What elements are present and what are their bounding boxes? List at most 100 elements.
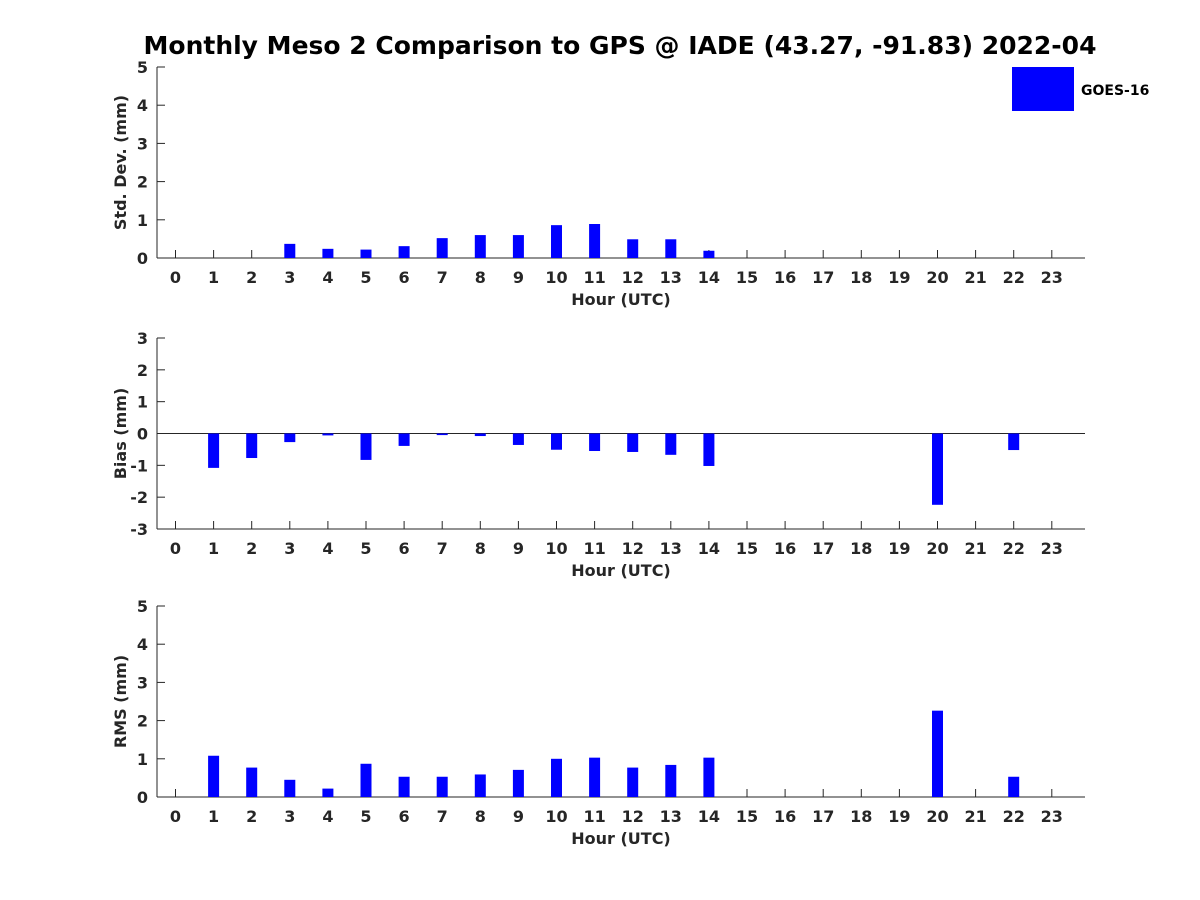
y-tick-label: 0 [137,249,148,268]
legend: GOES-16 [1012,67,1149,111]
bar-hour-12 [627,239,639,258]
y-tick-label: 1 [137,393,148,412]
x-tick-label: 17 [812,268,834,287]
y-tick-label: 5 [137,58,148,77]
x-tick-label: 3 [284,539,295,558]
bar-hour-14 [703,250,715,258]
x-tick-label: 16 [774,807,796,826]
x-tick-label: 11 [583,539,605,558]
x-tick-label: 0 [170,539,181,558]
y-tick-label: 4 [137,96,148,115]
x-tick-label: 1 [208,268,219,287]
bar-hour-9 [512,235,524,258]
x-tick-label: 16 [774,539,796,558]
bar-hour-22 [1008,433,1020,451]
x-tick-label: 6 [399,807,410,826]
x-tick-label: 14 [698,807,720,826]
x-tick-label: 2 [246,539,257,558]
bar-hour-11 [589,433,601,452]
bar-hour-13 [665,239,677,258]
bar-hour-9 [512,769,524,797]
bar-hour-13 [665,764,677,797]
legend-label: GOES-16 [1081,83,1149,99]
bar-hour-1 [208,755,220,797]
y-tick-label: 1 [137,750,148,769]
x-tick-label: 21 [964,539,986,558]
x-tick-label: 3 [284,807,295,826]
x-tick-label: 23 [1041,807,1063,826]
x-tick-label: 2 [246,807,257,826]
x-tick-label: 7 [437,807,448,826]
y-tick-label: 3 [137,673,148,692]
x-tick-label: 18 [850,807,872,826]
y-tick-label: 4 [137,635,148,654]
bar-hour-7 [436,238,448,258]
x-tick-label: 6 [399,268,410,287]
bar-hour-12 [627,433,639,452]
x-tick-label: 18 [850,539,872,558]
x-tick-label: 8 [475,268,486,287]
x-tick-label: 13 [660,268,682,287]
x-tick-label: 19 [888,807,910,826]
y-tick-label: -3 [130,520,148,539]
x-tick-label: 20 [926,539,948,558]
bar-hour-13 [665,433,677,455]
x-tick-label: 0 [170,268,181,287]
bar-hour-20 [932,433,943,505]
bar-hour-5 [360,763,372,797]
x-tick-label: 5 [360,539,371,558]
x-tick-label: 12 [622,539,644,558]
y-axis-label: Std. Dev. (mm) [111,95,130,230]
x-tick-label: 22 [1003,268,1025,287]
bar-hour-6 [398,776,410,797]
bar-hour-6 [398,246,410,258]
bar-hour-11 [589,757,601,797]
x-tick-label: 2 [246,268,257,287]
x-tick-label: 10 [545,539,567,558]
y-tick-label: 0 [137,425,148,444]
bar-hour-6 [398,433,410,446]
bar-hour-11 [589,224,601,258]
bar-hour-8 [474,433,486,437]
x-tick-label: 11 [583,807,605,826]
chart-title: Monthly Meso 2 Comparison to GPS @ IADE … [144,31,1097,60]
x-tick-label: 22 [1003,807,1025,826]
y-tick-label: 3 [137,134,148,153]
x-tick-label: 15 [736,807,758,826]
bar-hour-8 [474,235,486,258]
x-tick-label: 12 [622,807,644,826]
x-tick-label: 14 [698,268,720,287]
x-tick-label: 9 [513,807,524,826]
x-tick-label: 4 [322,539,333,558]
x-tick-label: 22 [1003,539,1025,558]
bar-hour-7 [436,433,448,436]
x-tick-label: 23 [1041,268,1063,287]
x-tick-label: 10 [545,807,567,826]
x-tick-label: 3 [284,268,295,287]
x-tick-label: 5 [360,807,371,826]
x-tick-label: 13 [660,539,682,558]
bar-hour-3 [284,779,296,797]
bar-hour-2 [246,767,258,797]
bar-hour-8 [474,774,486,797]
bar-hour-14 [703,757,715,797]
bar-hour-14 [703,433,715,466]
y-axis-label: Bias (mm) [111,388,130,480]
bar-hour-20 [932,710,943,797]
y-tick-label: -1 [130,456,148,475]
y-tick-label: 3 [137,329,148,348]
x-tick-label: 21 [964,807,986,826]
x-tick-label: 16 [774,268,796,287]
y-tick-label: 2 [137,361,148,380]
y-axis-label: RMS (mm) [111,655,130,748]
y-tick-label: -2 [130,488,148,507]
x-axis-label: Hour (UTC) [571,290,671,309]
x-tick-label: 4 [322,268,333,287]
x-tick-label: 8 [475,539,486,558]
y-tick-label: 2 [137,173,148,192]
x-tick-label: 4 [322,807,333,826]
x-tick-label: 20 [926,807,948,826]
